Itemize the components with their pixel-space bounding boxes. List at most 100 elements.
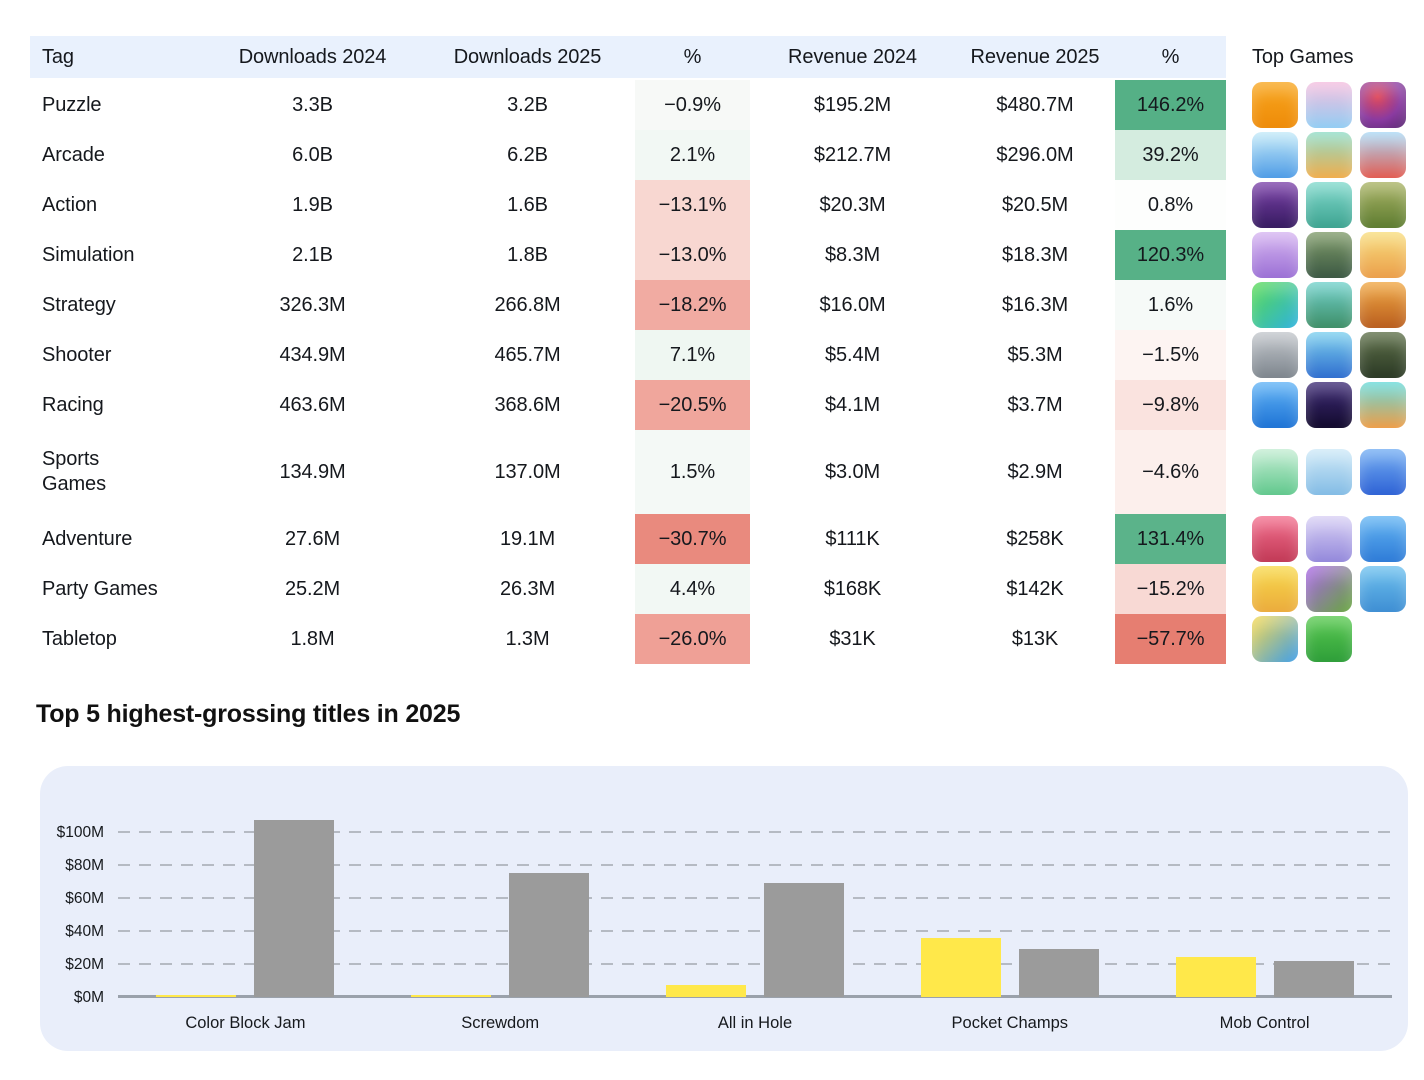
downloads-2025-cell: 19.1M	[499, 527, 556, 550]
downloads-change-cell: −13.1%	[635, 180, 750, 230]
game-icon[interactable]	[1360, 232, 1406, 278]
downloads-change-cell: −30.7%	[635, 514, 750, 564]
game-icon[interactable]	[1360, 282, 1406, 328]
top-games-cell	[1226, 280, 1406, 330]
revenue-2024-cell: $3.0M	[824, 460, 881, 483]
game-icon[interactable]	[1252, 282, 1298, 328]
table-row-racing: Racing 463.6M 368.6M −20.5% $4.1M $3.7M …	[30, 380, 1406, 430]
downloads-2024-cell: 1.9B	[292, 193, 333, 216]
downloads-2025-cell: 266.8M	[494, 293, 561, 316]
bar-group: Mob Control	[1175, 957, 1354, 1032]
game-icon[interactable]	[1306, 382, 1352, 428]
tag-cell: Racing	[42, 393, 104, 416]
game-icon[interactable]	[1252, 132, 1298, 178]
header-revenue-2024: Revenue 2024	[750, 36, 955, 78]
downloads-change-cell: 7.1%	[635, 330, 750, 380]
bar	[254, 820, 335, 997]
game-icon[interactable]	[1306, 282, 1352, 328]
game-icon[interactable]	[1360, 132, 1406, 178]
tag-cell: Simulation	[42, 243, 135, 266]
tag-cell: Tabletop	[42, 627, 117, 650]
tag-cell: Action	[42, 193, 97, 216]
revenue-change-cell: −1.5%	[1115, 330, 1226, 380]
revenue-2024-cell: $168K	[823, 577, 882, 600]
downloads-2025-cell: 26.3M	[499, 577, 556, 600]
game-icon[interactable]	[1360, 516, 1406, 562]
game-icon[interactable]	[1252, 182, 1298, 228]
tag-cell: Party Games	[42, 577, 158, 600]
revenue-chart-panel: $0M $20M $40M $60M $80M $100M Color Block Jam…	[40, 766, 1408, 1051]
game-icon[interactable]	[1360, 566, 1406, 612]
game-icon[interactable]	[1252, 82, 1298, 128]
game-icon[interactable]	[1306, 566, 1352, 612]
bar	[920, 937, 1001, 997]
downloads-change-cell: −26.0%	[635, 614, 750, 664]
chart-y-axis: $0M $20M $40M $60M $80M $100M	[40, 812, 104, 1006]
game-icon[interactable]	[1360, 332, 1406, 378]
revenue-2025-cell: $5.3M	[1007, 343, 1063, 366]
bar	[1175, 957, 1256, 997]
revenue-2024-cell: $16.0M	[819, 293, 886, 316]
downloads-2024-cell: 27.6M	[284, 527, 341, 550]
y-axis-tick-label: $80M	[65, 856, 104, 874]
game-icon[interactable]	[1306, 332, 1352, 378]
game-icon[interactable]	[1306, 182, 1352, 228]
bar	[156, 995, 237, 997]
gridline	[118, 896, 1392, 899]
game-icon[interactable]	[1360, 382, 1406, 428]
tag-cell: Arcade	[42, 143, 105, 166]
table-row-party-games: Party Games 25.2M 26.3M 4.4% $168K $142K…	[30, 564, 1406, 614]
table-row-tabletop: Tabletop 1.8M 1.3M −26.0% $31K $13K −57.…	[30, 614, 1400, 664]
downloads-2024-cell: 134.9M	[279, 460, 346, 483]
revenue-2025-cell: $16.3M	[1001, 293, 1069, 316]
bar-group: Screwdom	[411, 873, 590, 1032]
header-downloads-2025: Downloads 2025	[420, 36, 635, 78]
tag-performance-table: Tag Downloads 2024 Downloads 2025 % Reve…	[30, 36, 1406, 664]
game-icon[interactable]	[1306, 132, 1352, 178]
x-axis-category-label: Mob Control	[1219, 1014, 1310, 1032]
table-row-simulation: Simulation 2.1B 1.8B −13.0% $8.3M $18.3M…	[30, 230, 1406, 280]
gridline	[118, 929, 1392, 932]
revenue-change-cell: −9.8%	[1115, 380, 1226, 430]
game-icon[interactable]	[1306, 449, 1352, 495]
game-icon[interactable]	[1252, 449, 1298, 495]
table-row-adventure: Adventure 27.6M 19.1M −30.7% $111K $258K…	[30, 514, 1406, 564]
game-icon[interactable]	[1306, 516, 1352, 562]
game-icon[interactable]	[1252, 382, 1298, 428]
game-icon[interactable]	[1252, 516, 1298, 562]
game-icon[interactable]	[1360, 82, 1406, 128]
bar-group: Pocket Champs	[920, 937, 1099, 1032]
gridline	[118, 863, 1392, 866]
header-revenue-pct: %	[1115, 36, 1226, 78]
downloads-2025-cell: 6.2B	[507, 143, 548, 166]
game-icon[interactable]	[1252, 616, 1298, 662]
game-icon[interactable]	[1252, 332, 1298, 378]
downloads-2024-cell: 463.6M	[279, 393, 346, 416]
y-axis-tick-label: $60M	[65, 889, 104, 907]
bar	[411, 995, 492, 997]
revenue-change-cell: 0.8%	[1115, 180, 1226, 230]
y-axis-tick-label: $0M	[73, 989, 104, 1006]
game-icon[interactable]	[1306, 616, 1352, 662]
downloads-change-cell: −20.5%	[635, 380, 750, 430]
tag-cell: Adventure	[42, 527, 133, 550]
revenue-2025-cell: $142K	[1006, 577, 1064, 600]
revenue-2025-cell: $18.3M	[1001, 243, 1069, 266]
downloads-change-cell: −0.9%	[635, 80, 750, 130]
game-icon[interactable]	[1360, 449, 1406, 495]
table-row-action: Action 1.9B 1.6B −13.1% $20.3M $20.5M 0.…	[30, 180, 1406, 230]
x-axis-category-label: All in Hole	[717, 1014, 793, 1032]
game-icon[interactable]	[1252, 566, 1298, 612]
bar	[1018, 949, 1099, 997]
revenue-2024-cell: $212.7M	[813, 143, 892, 166]
top-games-cell	[1226, 430, 1406, 514]
game-icon[interactable]	[1252, 232, 1298, 278]
game-icon[interactable]	[1360, 182, 1406, 228]
header-downloads-pct: %	[635, 36, 750, 78]
bar	[509, 873, 590, 997]
tag-cell: Puzzle	[42, 93, 102, 116]
downloads-2025-cell: 1.6B	[507, 193, 548, 216]
game-icon[interactable]	[1306, 232, 1352, 278]
game-icon[interactable]	[1306, 82, 1352, 128]
revenue-change-cell: 39.2%	[1115, 130, 1226, 180]
